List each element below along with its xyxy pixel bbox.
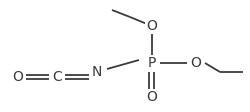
Text: C: C [52, 70, 62, 84]
Text: O: O [146, 19, 157, 33]
Text: O: O [146, 90, 157, 104]
Text: O: O [190, 56, 201, 70]
Text: O: O [12, 70, 23, 84]
Text: P: P [147, 56, 156, 70]
Text: N: N [92, 65, 102, 79]
